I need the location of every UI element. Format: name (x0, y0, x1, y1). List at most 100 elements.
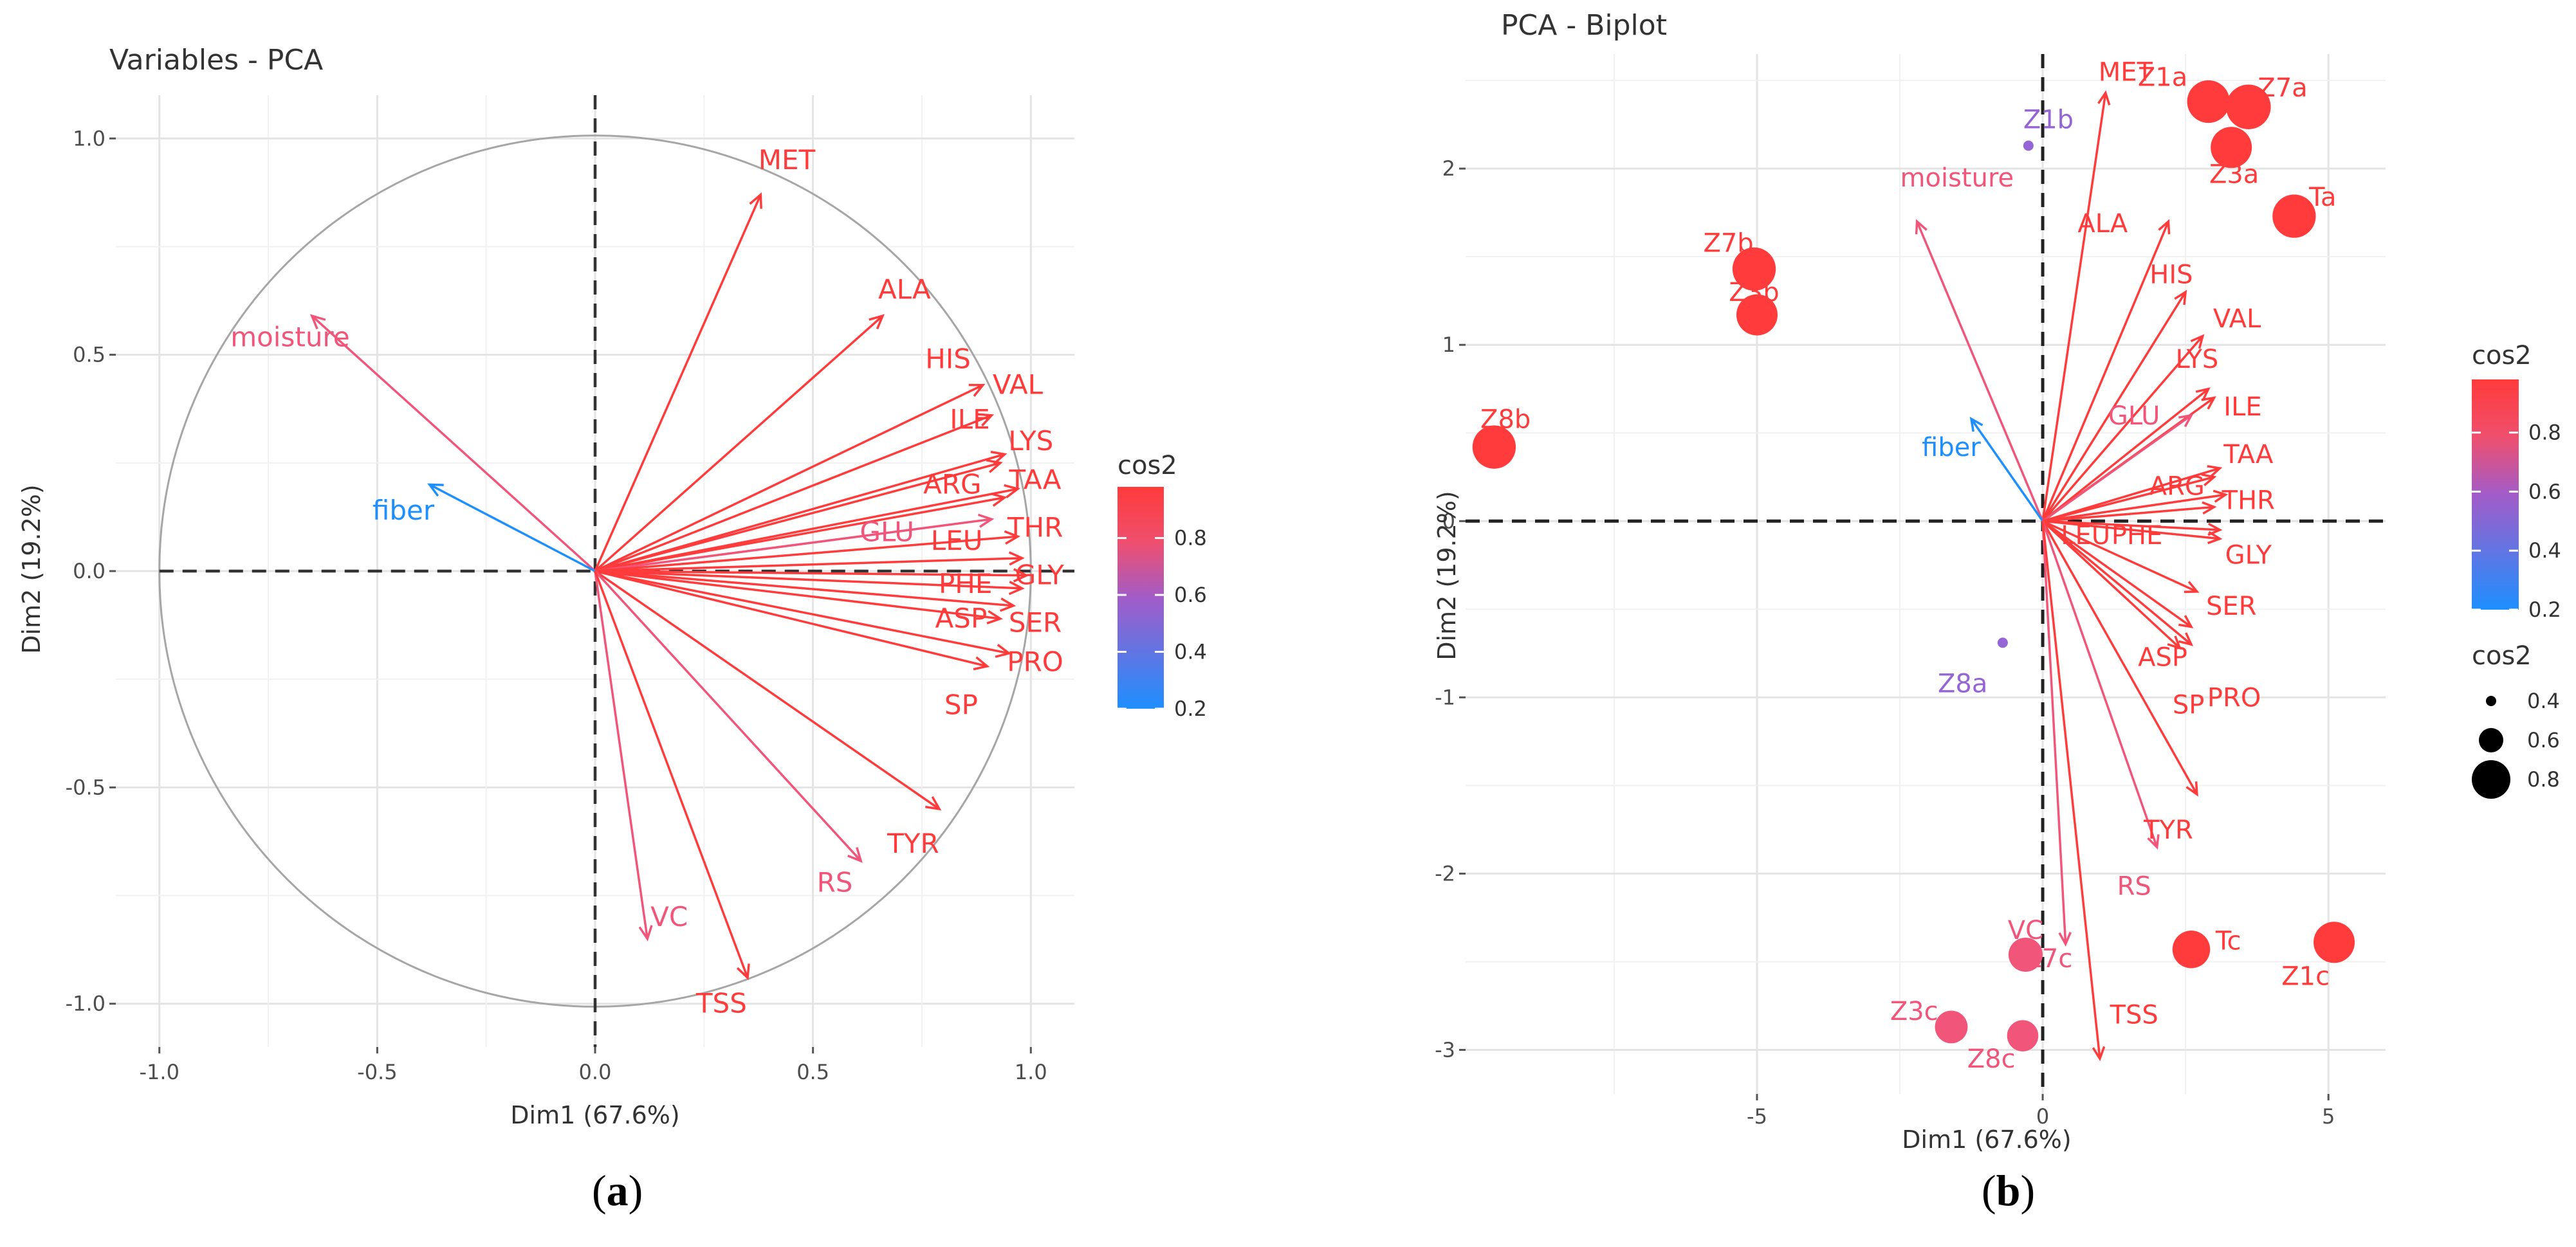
arrow-head (2147, 834, 2160, 850)
label-fiber: fiber (373, 495, 435, 526)
label-val: VAL (2213, 304, 2261, 334)
arrow-head (2178, 632, 2194, 646)
arrow-shaft (594, 462, 1001, 572)
arrow-shaft (594, 453, 1006, 572)
size-legend-dot (2472, 760, 2510, 799)
panel-b-biplot: PCA - Biplot -5 0 5 -3 -2 -1 0 1 2 MET moisture A… (1433, 9, 2561, 1154)
point-z7b (1732, 247, 1776, 291)
panel-a-y-tick-label: 0.5 (73, 343, 106, 367)
arrow-head (1004, 530, 1020, 545)
arrow-asp (2042, 520, 2194, 629)
arrow-head (2097, 90, 2111, 105)
caption-b: (b) (1982, 1166, 2036, 1215)
arrow-head (2178, 414, 2194, 428)
arrow-shaft (594, 570, 649, 940)
point-z3b (1736, 294, 1778, 336)
panel-a-legend-title: cos2 (1118, 451, 1177, 480)
panel-a-x-tick-label: 1.0 (1015, 1060, 1047, 1084)
label-fiber: fiber (1922, 433, 1981, 462)
arrow-head (2213, 489, 2229, 503)
arrow-head (1004, 484, 1020, 498)
arrow-shaft (2041, 93, 2107, 522)
panel-a-y-tick-label: 0.0 (73, 559, 106, 583)
arrow-shaft (2042, 520, 2198, 593)
arrow-head (1915, 219, 1927, 235)
arrow-head (638, 925, 653, 942)
arrow-shaft (594, 570, 1014, 607)
panel-b-individual-labels: Z1a Z7a Z1b Z3a Ta Z7b Z3b Z8b Z8a Z7c Tc Z1c Z3c Z8c (1480, 63, 2336, 1075)
arrow-head (1008, 551, 1025, 566)
point-label-tc: Tc (2215, 927, 2241, 956)
arrow-moisture (309, 314, 596, 572)
arrow-ser (594, 570, 1017, 612)
arrow-head (990, 493, 1007, 507)
arrow-head (2167, 635, 2182, 650)
arrow-shaft (594, 487, 1018, 572)
panel-b-y-tick-label: 0 (1442, 509, 1455, 533)
arrow-shaft (594, 570, 1022, 590)
label-gly: GLY (1015, 560, 1064, 591)
arrow-shaft (594, 194, 762, 572)
arrow-head (2185, 781, 2198, 797)
arrow-shaft (2041, 521, 2101, 1059)
label-tss: TSS (695, 988, 747, 1019)
arrow-head (1000, 597, 1017, 612)
point-tc (2172, 931, 2211, 969)
arrow-head (2207, 465, 2223, 478)
label-asp: ASP (2138, 642, 2187, 672)
label-gly: GLY (2225, 540, 2272, 570)
legend-tick-label: 0.2 (1174, 696, 1207, 721)
arrow-met (2041, 90, 2111, 522)
panel-a-variables-pca: Variables - PCA -1.0 -0.5 0.0 0.5 1.0 -1.0 -0… (17, 44, 1207, 1129)
label-ile: ILE (2223, 392, 2261, 422)
label-leu: LEU (931, 525, 983, 556)
arrow-leu (594, 551, 1025, 572)
arrow-shaft (594, 518, 992, 572)
arrow-head (990, 450, 1007, 465)
arrow-ile (594, 459, 1003, 572)
panel-b-y-axis-label: Dim2 (19.2%) (1433, 491, 1461, 660)
point-z8a (1997, 637, 2008, 648)
arrow-shaft (594, 570, 941, 810)
label-sp: SP (944, 689, 978, 721)
panel-a-variable-arrows (309, 192, 1029, 981)
arrow-his (2041, 289, 2187, 522)
point-label-ta: Ta (2308, 183, 2336, 212)
point-z3c (1935, 1010, 1968, 1044)
arrow-shaft (594, 535, 1018, 572)
arrow-head (925, 796, 942, 811)
panel-a-y-tick-label: -0.5 (66, 775, 106, 799)
panel-b-individual-points (1472, 80, 2355, 1051)
panel-b-size-legend-title: cos2 (2472, 641, 2532, 671)
arrow-head (986, 459, 1003, 473)
arrow-head (309, 314, 326, 330)
arrow-head (869, 314, 885, 330)
arrow-head (749, 192, 762, 209)
arrow-head (986, 610, 1003, 624)
panel-a-y-tick-label: -1.0 (66, 992, 106, 1016)
point-z1b (2023, 140, 2034, 151)
legend-tick-label: 0.8 (2528, 421, 2561, 445)
panel-a-legend-ticks: 0.8 0.6 0.4 0.2 (1118, 526, 1207, 721)
arrow-asp (594, 570, 1003, 624)
arrow-head (973, 656, 990, 671)
point-label-z1a: Z1a (2138, 63, 2187, 93)
panel-b-title: PCA - Biplot (1501, 9, 1667, 42)
panel-b-cos2-color-legend: cos2 0.8 0.6 0.4 0.2 (2472, 341, 2561, 622)
legend-tick-label: 0.6 (2528, 479, 2561, 504)
arrow-shaft (2041, 520, 2181, 649)
point-z7c (2008, 937, 2043, 972)
arrow-head (2058, 931, 2072, 947)
label-val: VAL (993, 369, 1044, 401)
arrow-taa (594, 484, 1020, 572)
arrow-shaft (1970, 418, 2044, 522)
label-ala: ALA (2077, 209, 2128, 239)
label-taa: TAA (1009, 464, 1062, 496)
panel-a-x-tick-label: 0.5 (796, 1060, 829, 1084)
arrow-head (1969, 417, 1983, 432)
caption-b-letter: b (1996, 1166, 2021, 1215)
arrow-thr (2042, 489, 2229, 523)
arrow-head (427, 483, 444, 497)
